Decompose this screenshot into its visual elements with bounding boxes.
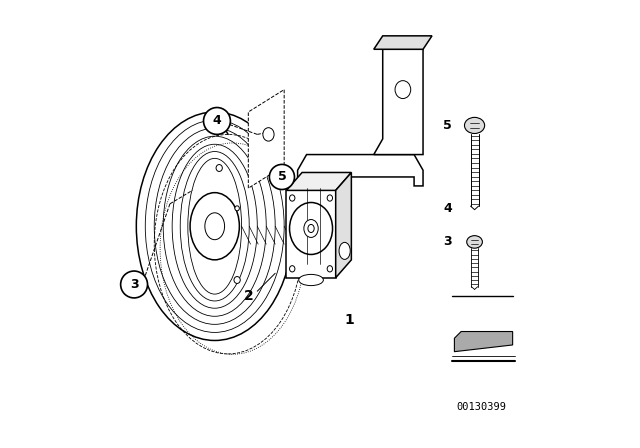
Ellipse shape (235, 206, 239, 211)
Polygon shape (248, 90, 284, 188)
Polygon shape (454, 332, 513, 352)
Ellipse shape (289, 195, 295, 201)
Text: 5: 5 (278, 170, 286, 184)
Ellipse shape (467, 236, 483, 248)
Polygon shape (287, 190, 336, 278)
Text: 2: 2 (243, 289, 253, 303)
Ellipse shape (304, 220, 318, 237)
Circle shape (269, 164, 294, 190)
Polygon shape (374, 36, 432, 49)
Ellipse shape (327, 266, 333, 272)
Text: 4: 4 (444, 202, 452, 215)
Ellipse shape (395, 81, 411, 99)
Text: 3: 3 (444, 235, 452, 249)
Ellipse shape (289, 202, 333, 254)
Circle shape (121, 271, 148, 298)
Ellipse shape (190, 193, 239, 260)
Ellipse shape (205, 213, 225, 240)
Ellipse shape (465, 117, 484, 134)
Ellipse shape (299, 274, 323, 286)
Ellipse shape (308, 224, 314, 233)
Text: 1: 1 (344, 313, 354, 327)
Polygon shape (298, 155, 423, 190)
Text: 4: 4 (212, 114, 221, 128)
Polygon shape (374, 49, 423, 155)
Text: 5: 5 (444, 119, 452, 132)
Text: 3: 3 (130, 278, 138, 291)
Ellipse shape (339, 242, 350, 259)
Circle shape (204, 108, 230, 134)
Ellipse shape (327, 195, 333, 201)
Ellipse shape (263, 128, 274, 141)
Ellipse shape (216, 164, 222, 172)
Text: 00130399: 00130399 (456, 402, 506, 412)
Polygon shape (287, 172, 351, 190)
Polygon shape (336, 172, 351, 278)
Ellipse shape (289, 266, 295, 272)
Ellipse shape (234, 276, 240, 284)
